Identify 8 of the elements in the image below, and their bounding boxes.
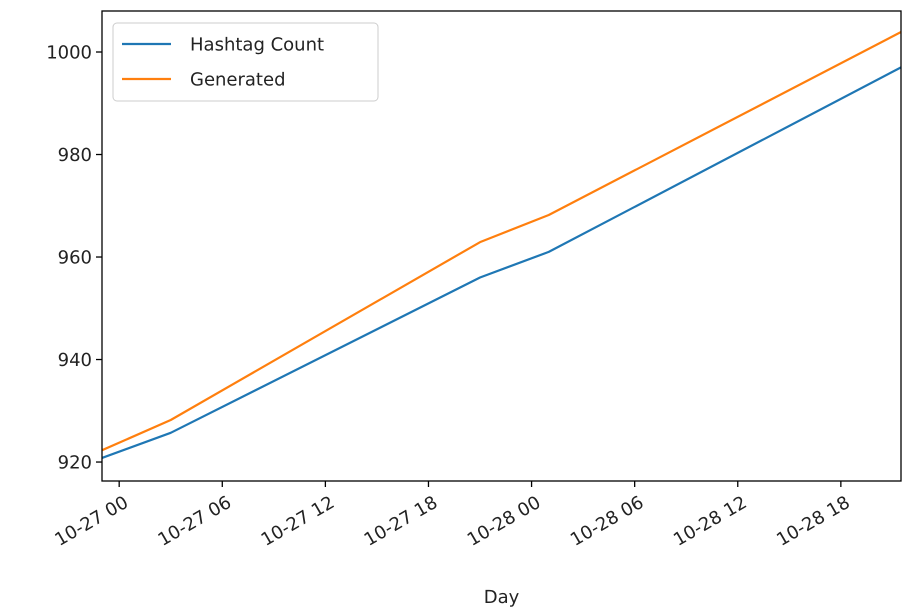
- x-axis-title: Day: [484, 587, 520, 608]
- y-tick-label: 980: [58, 144, 92, 166]
- y-tick-label: 940: [58, 350, 92, 371]
- y-tick-label: 960: [58, 247, 92, 268]
- y-tick-label: 1000: [46, 42, 92, 64]
- legend-label: Generated: [190, 69, 286, 90]
- legend-label: Hashtag Count: [190, 34, 324, 56]
- y-tick-label: 920: [58, 452, 92, 474]
